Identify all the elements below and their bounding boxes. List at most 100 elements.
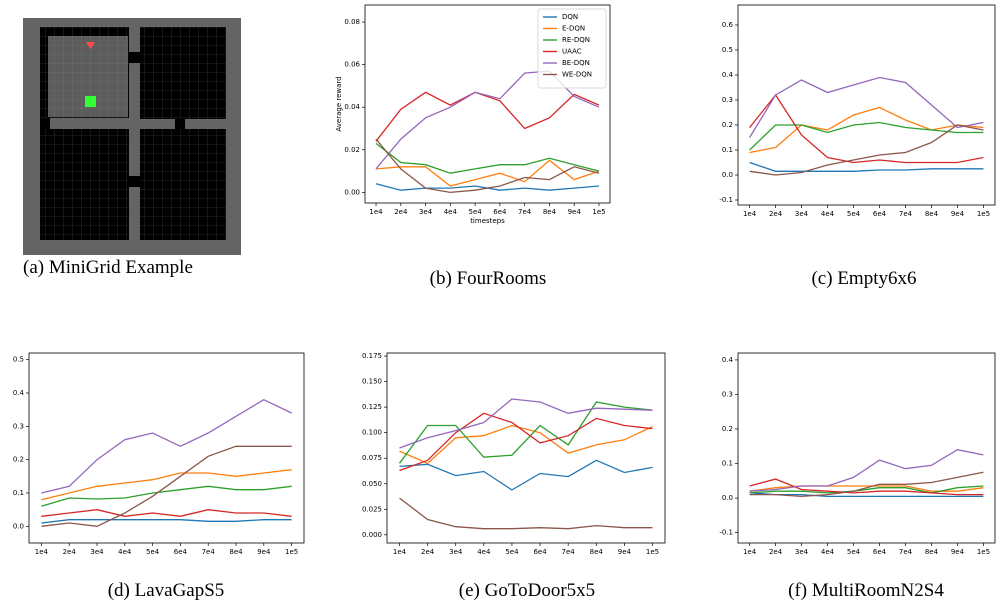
x-tick-label: 4e4 bbox=[821, 548, 835, 556]
line bbox=[41, 519, 292, 524]
x-tick-label: 8e4 bbox=[229, 548, 243, 556]
y-tick-label: 0.150 bbox=[362, 378, 382, 386]
x-tick-label: 9e4 bbox=[568, 208, 582, 216]
line bbox=[399, 398, 653, 449]
x-tick-label: 6e4 bbox=[174, 548, 188, 556]
y-tick-label: 0.5 bbox=[722, 46, 733, 54]
y-tick-label: 0.050 bbox=[362, 480, 382, 488]
x-tick-label: 2e4 bbox=[63, 548, 77, 556]
x-tick-label: 1e5 bbox=[646, 548, 659, 556]
x-tick-label: 5e4 bbox=[847, 548, 861, 556]
line bbox=[749, 161, 984, 172]
axes-frame bbox=[737, 352, 996, 544]
y-tick-label: -0.1 bbox=[719, 529, 733, 537]
x-tick-label: 1e5 bbox=[592, 208, 605, 216]
y-tick-label: 0.3 bbox=[722, 96, 733, 104]
legend-label: RE-DQN bbox=[562, 36, 590, 44]
chart: -0.1 0.0 0.1 0.2 0.3 0.4 0.5 0.6 1e4 2e4 3e4 4e4 5e4… bbox=[719, 4, 996, 218]
y-tick-label: 0.1 bbox=[722, 460, 733, 468]
x-tick-label: 6e4 bbox=[533, 548, 547, 556]
x-tick-label: 1e4 bbox=[393, 548, 407, 556]
y-tick-label: 0.04 bbox=[344, 103, 360, 111]
x-tick-label: 7e4 bbox=[899, 210, 913, 218]
line bbox=[41, 509, 292, 517]
x-tick-label: 1e4 bbox=[743, 548, 757, 556]
line bbox=[749, 478, 984, 496]
chart: -0.1 0.0 0.1 0.2 0.3 0.4 1e4 2e4 3e4 4e4 5e4 6e4 7e4… bbox=[719, 352, 996, 556]
y-tick-label: 0.1 bbox=[722, 146, 733, 154]
x-tick-label: 5e4 bbox=[847, 210, 861, 218]
line bbox=[749, 121, 984, 151]
x-tick-label: 3e4 bbox=[795, 548, 809, 556]
x-tick-label: 1e4 bbox=[35, 548, 49, 556]
legend-label: BE-DQN bbox=[562, 59, 590, 67]
line bbox=[749, 471, 984, 498]
y-tick-label: 0.5 bbox=[13, 356, 24, 364]
line bbox=[41, 469, 292, 501]
x-tick-label: 9e4 bbox=[257, 548, 271, 556]
line bbox=[749, 124, 984, 176]
x-tick-label: 3e4 bbox=[795, 210, 809, 218]
line bbox=[399, 424, 653, 465]
line bbox=[399, 412, 653, 472]
y-tick-label: 0.4 bbox=[722, 71, 734, 79]
x-tick-label: 1e5 bbox=[977, 210, 990, 218]
y-tick-label: 0.02 bbox=[344, 146, 360, 154]
x-tick-label: 6e4 bbox=[493, 208, 507, 216]
axes-frame bbox=[28, 352, 305, 544]
image-caption: (a) MiniGrid Example bbox=[23, 257, 193, 278]
x-tick-label: 8e4 bbox=[543, 208, 557, 216]
line bbox=[399, 459, 653, 491]
axes-frame bbox=[386, 352, 666, 544]
x-tick-label: 2e4 bbox=[421, 548, 435, 556]
x-tick-label: 9e4 bbox=[951, 210, 965, 218]
y-tick-label: 0.0 bbox=[722, 494, 733, 502]
chart-caption: (d) LavaGapS5 bbox=[107, 580, 225, 601]
chart-caption: (c) Empty6x6 bbox=[811, 268, 917, 289]
y-tick-label: 0.100 bbox=[362, 429, 382, 437]
x-tick-label: 6e4 bbox=[873, 210, 887, 218]
x-tick-label: 7e4 bbox=[518, 208, 532, 216]
y-tick-label: 0.4 bbox=[13, 389, 25, 397]
x-tick-label: 9e4 bbox=[951, 548, 965, 556]
y-tick-label: 0.2 bbox=[13, 456, 24, 464]
line bbox=[41, 445, 292, 527]
x-tick-label: 4e4 bbox=[821, 210, 835, 218]
y-tick-label: 0.0 bbox=[722, 171, 733, 179]
line bbox=[375, 183, 600, 191]
line bbox=[41, 398, 292, 494]
y-tick-label: 0.1 bbox=[13, 489, 24, 497]
x-tick-label: 1e5 bbox=[285, 548, 298, 556]
chart-caption: (b) FourRooms bbox=[429, 268, 547, 289]
line bbox=[749, 76, 984, 138]
y-tick-label: 0.000 bbox=[362, 531, 382, 539]
y-tick-label: 0.075 bbox=[362, 454, 382, 462]
y-tick-label: 0.4 bbox=[722, 356, 734, 364]
x-tick-label: 9e4 bbox=[618, 548, 632, 556]
x-tick-label: 1e5 bbox=[977, 548, 990, 556]
x-tick-label: 4e4 bbox=[477, 548, 491, 556]
line bbox=[749, 485, 984, 492]
y-tick-label: 0.2 bbox=[722, 425, 733, 433]
line bbox=[399, 497, 653, 530]
chart: 0.000 0.025 0.050 0.075 0.100 0.125 0.150 0.175… bbox=[362, 352, 666, 556]
line bbox=[398, 401, 653, 464]
x-tick-label: 5e4 bbox=[146, 548, 160, 556]
y-tick-label: 0.0 bbox=[13, 522, 24, 530]
x-tick-label: 3e4 bbox=[419, 208, 433, 216]
y-tick-label: 0.00 bbox=[344, 188, 360, 196]
line bbox=[749, 485, 984, 494]
y-tick-label: 0.6 bbox=[722, 21, 734, 29]
y-tick-label: 0.3 bbox=[13, 422, 24, 430]
x-tick-label: 7e4 bbox=[899, 548, 913, 556]
x-tick-label: 1e4 bbox=[743, 210, 757, 218]
legend-label: WE-DQN bbox=[562, 71, 592, 79]
x-tick-label: 2e4 bbox=[769, 548, 783, 556]
line bbox=[41, 485, 292, 507]
x-tick-label: 8e4 bbox=[590, 548, 604, 556]
line bbox=[375, 159, 600, 187]
y-tick-label: 0.025 bbox=[362, 505, 382, 513]
line bbox=[375, 91, 600, 142]
y-tick-label: 0.06 bbox=[344, 61, 360, 69]
x-tick-label: 3e4 bbox=[449, 548, 463, 556]
